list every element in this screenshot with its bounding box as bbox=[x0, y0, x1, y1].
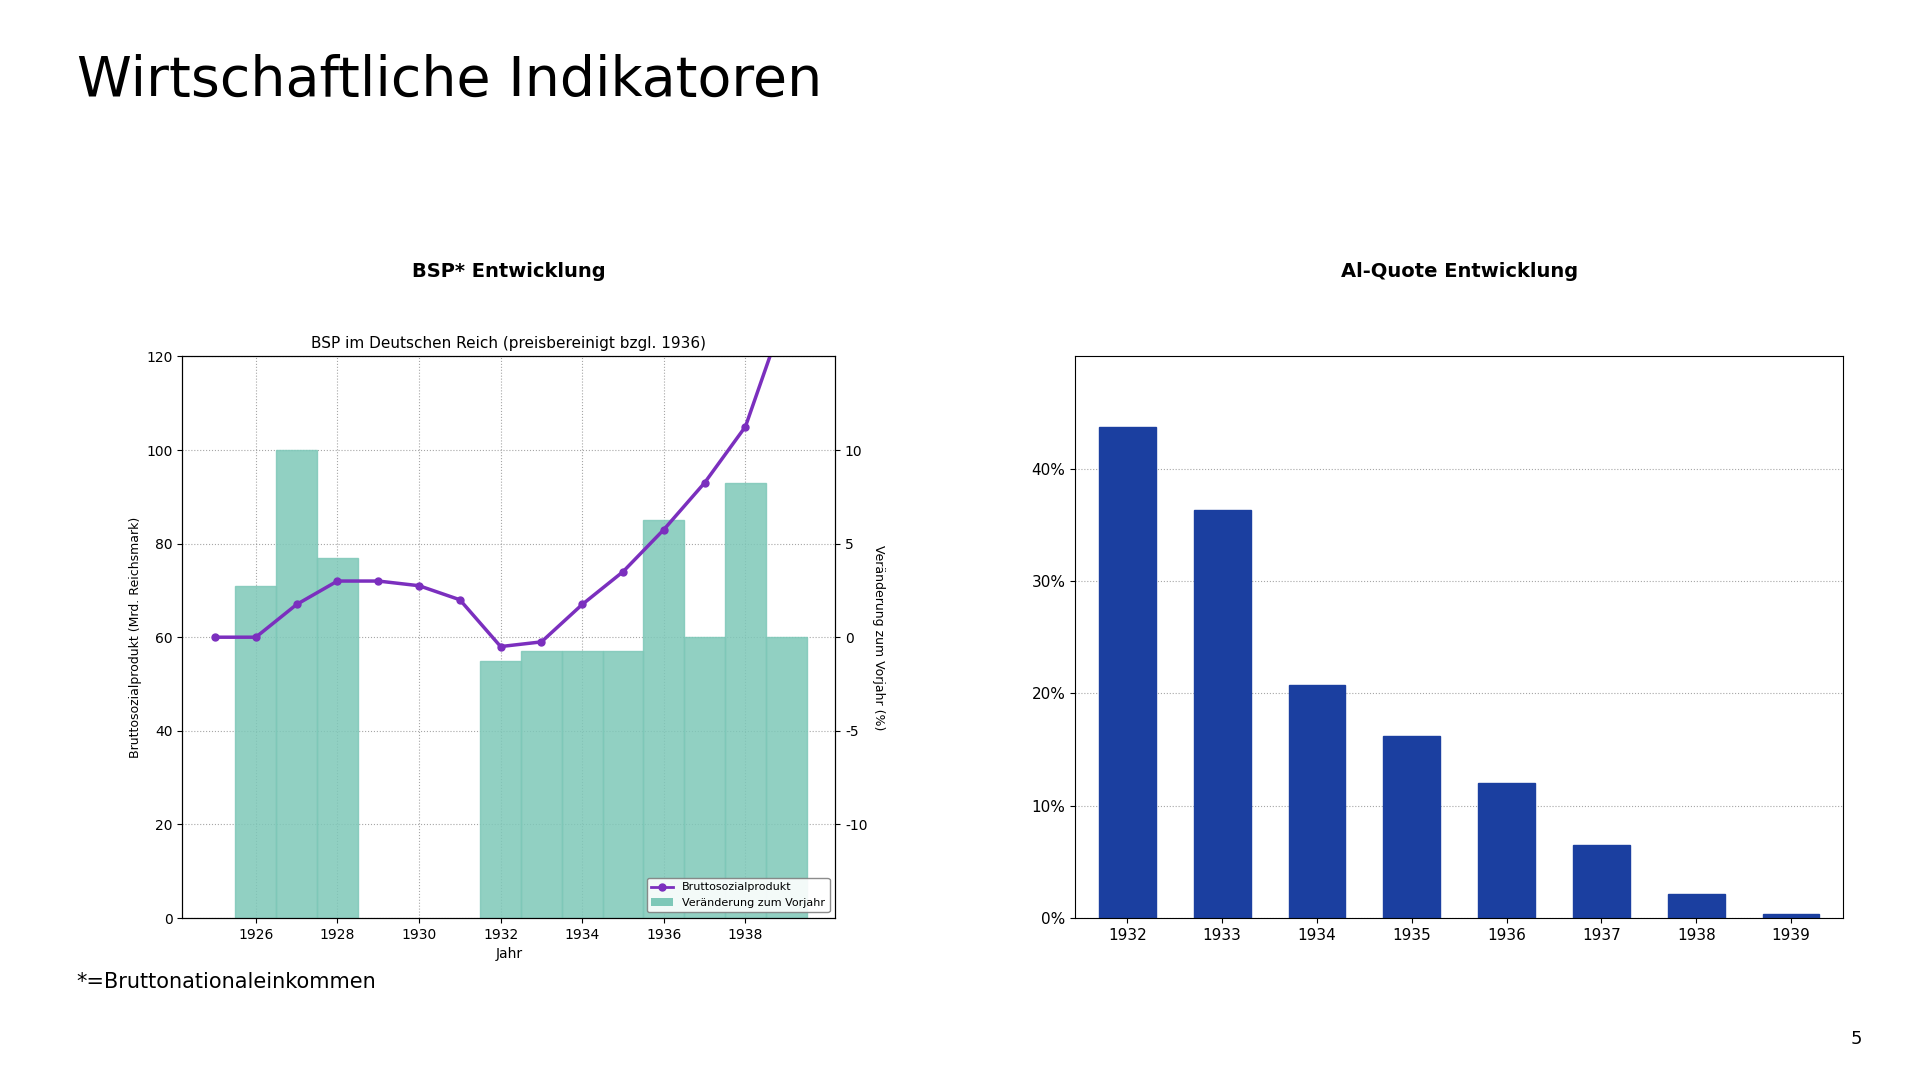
Bar bbox=[1288, 686, 1346, 918]
Bar bbox=[726, 483, 766, 918]
Bar bbox=[603, 651, 643, 918]
Bar bbox=[643, 521, 684, 918]
Bar bbox=[236, 585, 276, 918]
X-axis label: Jahr: Jahr bbox=[495, 947, 522, 961]
Bar bbox=[520, 651, 563, 918]
Title: BSP im Deutschen Reich (preisbereinigt bzgl. 1936): BSP im Deutschen Reich (preisbereinigt b… bbox=[311, 336, 707, 351]
Legend: Bruttosozialprodukt, Veränderung zum Vorjahr: Bruttosozialprodukt, Veränderung zum Vor… bbox=[647, 878, 829, 913]
Bar bbox=[684, 637, 726, 918]
Y-axis label: Bruttosozialprodukt (Mrd. Reichsmark): Bruttosozialprodukt (Mrd. Reichsmark) bbox=[129, 516, 142, 758]
Bar bbox=[480, 661, 520, 918]
Bar bbox=[563, 651, 603, 918]
Bar bbox=[1194, 510, 1250, 918]
Text: *=Bruttonationaleinkommen: *=Bruttonationaleinkommen bbox=[77, 972, 376, 993]
Text: Al-Quote Entwicklung: Al-Quote Entwicklung bbox=[1340, 261, 1578, 281]
Bar bbox=[1763, 914, 1820, 918]
Bar bbox=[1382, 737, 1440, 918]
Bar bbox=[276, 450, 317, 918]
Text: BSP* Entwicklung: BSP* Entwicklung bbox=[413, 261, 605, 281]
Bar bbox=[1098, 428, 1156, 918]
Text: Wirtschaftliche Indikatoren: Wirtschaftliche Indikatoren bbox=[77, 54, 822, 108]
Bar bbox=[766, 637, 806, 918]
Y-axis label: Veränderung zum Vorjahr (%): Veränderung zum Vorjahr (%) bbox=[872, 544, 885, 730]
Bar bbox=[317, 557, 357, 918]
Text: 5: 5 bbox=[1851, 1029, 1862, 1048]
Bar bbox=[1572, 845, 1630, 918]
Bar bbox=[1478, 783, 1536, 918]
Bar bbox=[1668, 894, 1724, 918]
